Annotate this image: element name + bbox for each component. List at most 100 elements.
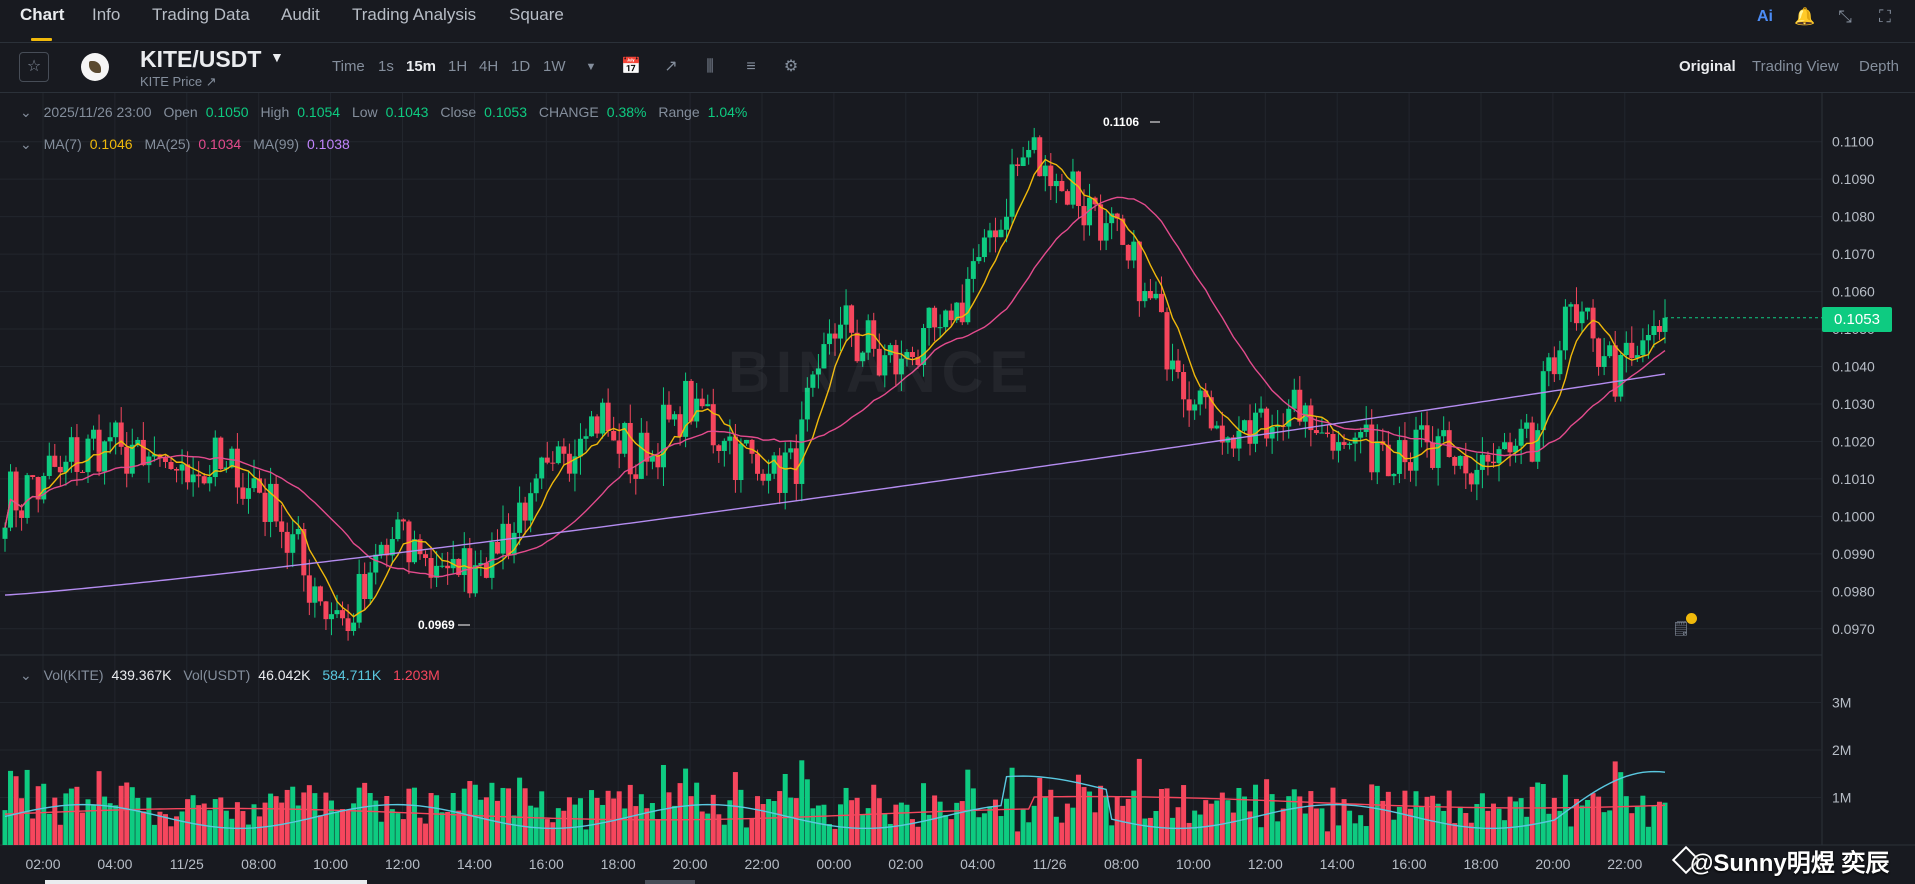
volume-bar [1136, 758, 1142, 845]
volume-bar [1557, 810, 1563, 845]
legend-collapse-icon[interactable]: ⌄ [20, 104, 32, 120]
candle-body [1435, 436, 1441, 468]
candle-body [1452, 456, 1458, 466]
volume-bar [201, 803, 207, 845]
candle-body [400, 519, 406, 522]
candle-body [1103, 223, 1109, 241]
volume-bar [832, 828, 838, 845]
interval-1d[interactable]: 1D [511, 58, 531, 75]
settings-sliders-icon[interactable]: ≡ [746, 58, 756, 75]
expand-icon[interactable]: ⛶ [1879, 7, 1891, 26]
candle-body [46, 455, 52, 476]
interval-1s[interactable]: 1s [378, 58, 394, 75]
calendar-icon[interactable]: 📅 [621, 58, 641, 75]
candle-body [976, 257, 982, 262]
indicator-icon[interactable]: ↗ [664, 58, 678, 75]
tab-audit[interactable]: Audit [281, 5, 320, 24]
volume-bar [85, 799, 91, 845]
time-scrollbar-marker[interactable] [645, 880, 695, 884]
candle-body [1446, 430, 1452, 457]
interval-time[interactable]: Time [332, 58, 365, 75]
volume-bar [494, 800, 500, 845]
view-original[interactable]: Original [1679, 58, 1736, 75]
candle-body [102, 441, 108, 472]
volume-legend: ⌄ Vol(KITE) 439.367K Vol(USDT) 46.042K 584… [20, 667, 440, 683]
candle-body [1004, 216, 1010, 230]
candle-body [107, 437, 113, 442]
interval-1h[interactable]: 1H [448, 58, 468, 75]
candle-body [782, 452, 788, 493]
candle-body [788, 448, 794, 453]
time-tick-label: 20:00 [1535, 856, 1570, 872]
interval-15m[interactable]: 15m [406, 58, 437, 75]
view-depth[interactable]: Depth [1859, 58, 1900, 75]
tab-chart[interactable]: Chart [20, 5, 65, 24]
candle-body [179, 464, 185, 471]
high-value: 0.1054 [297, 104, 341, 120]
volume-bar [926, 814, 932, 845]
pair-subtitle-link[interactable]: KITE Price ↗ [140, 74, 217, 89]
candle-body [52, 455, 58, 467]
candle-body [472, 565, 478, 594]
volume-bar [1352, 823, 1358, 845]
volume-bar [943, 814, 949, 845]
volume-bar [1181, 785, 1187, 845]
time-scrollbar-thumb[interactable] [45, 880, 367, 884]
candle-body [1175, 360, 1181, 373]
volume-bar [478, 799, 484, 845]
volume-bar [749, 818, 755, 845]
time-tick-label: 04:00 [960, 856, 995, 872]
tab-info[interactable]: Info [92, 5, 121, 24]
volume-bar [351, 803, 357, 845]
volume-bar [666, 792, 672, 845]
interval-4h[interactable]: 4H [479, 58, 499, 75]
volume-bar [826, 823, 832, 845]
favorite-star-icon[interactable]: ☆ [19, 52, 49, 82]
time-tick-label: 10:00 [313, 856, 348, 872]
candle-body [660, 404, 666, 468]
candle-type-icon[interactable]: ⫼ [706, 58, 714, 75]
notes-icon[interactable]: 🗒 [1672, 620, 1690, 636]
collapse-icon[interactable]: ⤡ [1838, 7, 1852, 26]
candle-body [699, 398, 705, 407]
gear-icon[interactable]: ⚙ [783, 58, 799, 75]
candle-body [24, 475, 30, 518]
tab-square[interactable]: Square [509, 5, 564, 24]
candle-body [760, 473, 766, 481]
volume-bar [799, 760, 805, 845]
ma7-value: 0.1046 [89, 136, 133, 152]
candle-body [1158, 293, 1164, 313]
bell-icon[interactable]: 🔔 [1794, 7, 1816, 26]
candle-body [1424, 425, 1430, 443]
interval-1w[interactable]: 1W [543, 58, 566, 75]
price-tick-label: 0.1010 [1832, 471, 1875, 487]
volume-bar [1247, 811, 1253, 845]
top-nav: Chart Info Trading Data Audit Trading An… [0, 0, 1915, 43]
ma-collapse-icon[interactable]: ⌄ [20, 136, 32, 152]
view-trading-view[interactable]: Trading View [1752, 58, 1839, 75]
volume-bar [1109, 825, 1115, 845]
volume-bar [1662, 802, 1668, 845]
volume-bar [1037, 777, 1043, 845]
volume-bar [954, 802, 960, 845]
volume-bar [146, 797, 152, 845]
chevron-down-icon[interactable]: ▼ [270, 49, 284, 65]
tab-trading-analysis[interactable]: Trading Analysis [352, 5, 477, 24]
tab-trading-data[interactable]: Trading Data [152, 5, 250, 24]
candle-body [1247, 420, 1253, 444]
volume-bar [1064, 803, 1070, 845]
volume-bar [1004, 798, 1010, 845]
interval-dropdown-icon[interactable]: ▼ [585, 61, 597, 73]
volume-bar [1496, 808, 1502, 845]
volume-bar [434, 795, 440, 845]
volume-bar [1629, 813, 1635, 845]
volume-bar [1264, 779, 1270, 845]
candle-body [1026, 149, 1032, 158]
candle-body [240, 487, 246, 499]
volume-collapse-icon[interactable]: ⌄ [20, 667, 32, 683]
close-value: 0.1053 [484, 104, 527, 120]
candle-body [1651, 326, 1657, 335]
ai-icon[interactable]: Ai [1757, 8, 1773, 25]
pair-title[interactable]: KITE/USDT [140, 46, 262, 72]
